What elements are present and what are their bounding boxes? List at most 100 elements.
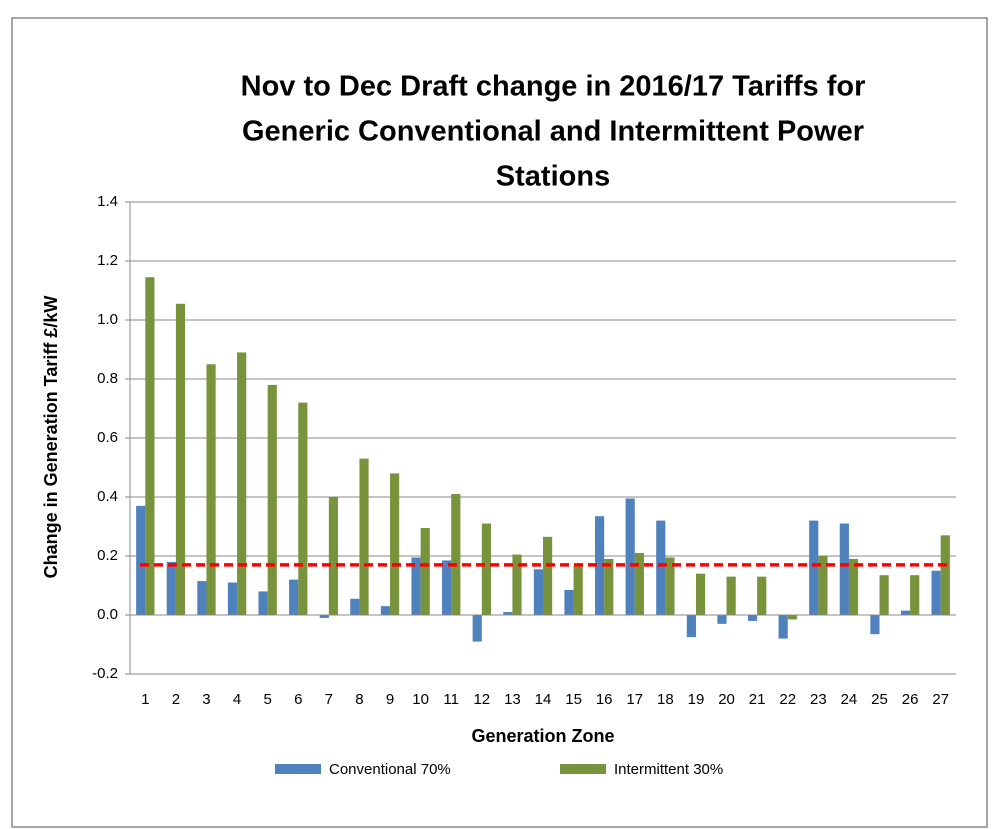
bar bbox=[634, 553, 644, 615]
bar bbox=[350, 598, 360, 615]
bar bbox=[166, 561, 176, 615]
x-tick-label: 14 bbox=[535, 691, 552, 708]
y-tick-label: 0.2 bbox=[97, 547, 118, 564]
bar bbox=[848, 558, 859, 615]
legend-swatch bbox=[275, 764, 321, 774]
bar bbox=[910, 575, 920, 615]
bar bbox=[197, 581, 207, 615]
x-tick-label: 21 bbox=[749, 691, 766, 708]
x-tick-label: 2 bbox=[172, 691, 180, 708]
chart-frame bbox=[11, 17, 988, 828]
bar bbox=[289, 579, 299, 615]
bar bbox=[625, 498, 635, 615]
x-tick-label: 17 bbox=[626, 691, 643, 708]
x-tick-label: 3 bbox=[202, 691, 210, 708]
x-tick-label: 23 bbox=[810, 691, 827, 708]
bar bbox=[328, 497, 339, 615]
x-tick-label: 5 bbox=[263, 691, 271, 708]
bar bbox=[543, 536, 553, 615]
x-tick-label: 24 bbox=[841, 691, 858, 708]
legend-label: Intermittent 30% bbox=[614, 761, 723, 778]
x-tick-label: 12 bbox=[473, 691, 490, 708]
y-tick-label: 0.6 bbox=[97, 429, 118, 446]
bar bbox=[747, 615, 758, 621]
x-tick-label: 9 bbox=[386, 691, 394, 708]
legend-label: Conventional 70% bbox=[329, 761, 451, 778]
bar bbox=[237, 352, 247, 615]
bar bbox=[512, 554, 522, 615]
bar bbox=[420, 527, 430, 615]
x-tick-label: 4 bbox=[233, 691, 241, 708]
bar bbox=[442, 560, 452, 615]
x-tick-label: 8 bbox=[355, 691, 363, 708]
x-tick-label: 10 bbox=[412, 691, 429, 708]
x-tick-label: 26 bbox=[902, 691, 919, 708]
bar bbox=[258, 591, 268, 615]
x-tick-label: 16 bbox=[596, 691, 613, 708]
x-tick-label: 22 bbox=[779, 691, 796, 708]
y-axis-label: Change in Generation Tariff £/kW bbox=[41, 296, 61, 579]
y-tick-label: 1.2 bbox=[97, 252, 118, 269]
bar bbox=[879, 575, 889, 615]
y-tick-label: 0.8 bbox=[97, 370, 118, 387]
x-tick-label: 18 bbox=[657, 691, 674, 708]
bar bbox=[595, 516, 605, 615]
x-tick-label: 15 bbox=[565, 691, 582, 708]
bar bbox=[175, 303, 186, 615]
bar bbox=[787, 615, 797, 620]
bar bbox=[656, 520, 666, 615]
bar bbox=[717, 615, 727, 624]
x-tick-label: 27 bbox=[932, 691, 949, 708]
bar bbox=[136, 505, 146, 615]
bar bbox=[695, 573, 706, 615]
x-tick-label: 13 bbox=[504, 691, 521, 708]
bar bbox=[870, 615, 880, 635]
x-tick-label: 25 bbox=[871, 691, 888, 708]
legend-swatch bbox=[560, 764, 606, 774]
chart-title: Nov to Dec Draft change in 2016/17 Tarif… bbox=[241, 71, 866, 103]
x-tick-label: 11 bbox=[443, 691, 459, 708]
bar bbox=[206, 364, 216, 615]
bar bbox=[818, 556, 828, 615]
x-tick-label: 20 bbox=[718, 691, 735, 708]
x-axis-label: Generation Zone bbox=[471, 726, 614, 746]
bar bbox=[757, 576, 767, 615]
bar bbox=[839, 523, 849, 615]
x-tick-label: 6 bbox=[294, 691, 302, 708]
bar bbox=[940, 535, 950, 615]
x-tick-label: 19 bbox=[688, 691, 705, 708]
y-tick-label: -0.2 bbox=[92, 665, 118, 682]
bar bbox=[319, 615, 329, 618]
bar bbox=[472, 615, 482, 642]
y-tick-label: 0.4 bbox=[97, 488, 118, 505]
bar bbox=[686, 615, 696, 638]
bar bbox=[900, 610, 911, 615]
bar bbox=[145, 277, 155, 615]
bar bbox=[564, 589, 574, 615]
bar bbox=[533, 569, 543, 615]
bar bbox=[503, 612, 513, 615]
x-tick-label: 1 bbox=[141, 691, 149, 708]
bar bbox=[411, 557, 421, 615]
bar bbox=[359, 458, 369, 615]
chart-title: Generic Conventional and Intermittent Po… bbox=[242, 116, 864, 148]
bar bbox=[778, 615, 788, 639]
chart-title: Stations bbox=[496, 161, 610, 193]
y-tick-label: 1.4 bbox=[97, 193, 118, 210]
bar bbox=[390, 473, 400, 615]
bar bbox=[380, 606, 391, 615]
bar bbox=[267, 384, 277, 615]
bar bbox=[451, 494, 461, 615]
bar bbox=[604, 558, 614, 615]
y-tick-label: 0.0 bbox=[97, 606, 118, 623]
bar bbox=[573, 566, 583, 615]
y-tick-label: 1.0 bbox=[97, 311, 118, 328]
x-tick-label: 7 bbox=[325, 691, 333, 708]
bar bbox=[665, 557, 675, 615]
bar bbox=[481, 523, 491, 615]
bar bbox=[931, 570, 941, 615]
bar bbox=[726, 576, 736, 615]
bar bbox=[298, 402, 308, 615]
bar bbox=[809, 520, 819, 615]
